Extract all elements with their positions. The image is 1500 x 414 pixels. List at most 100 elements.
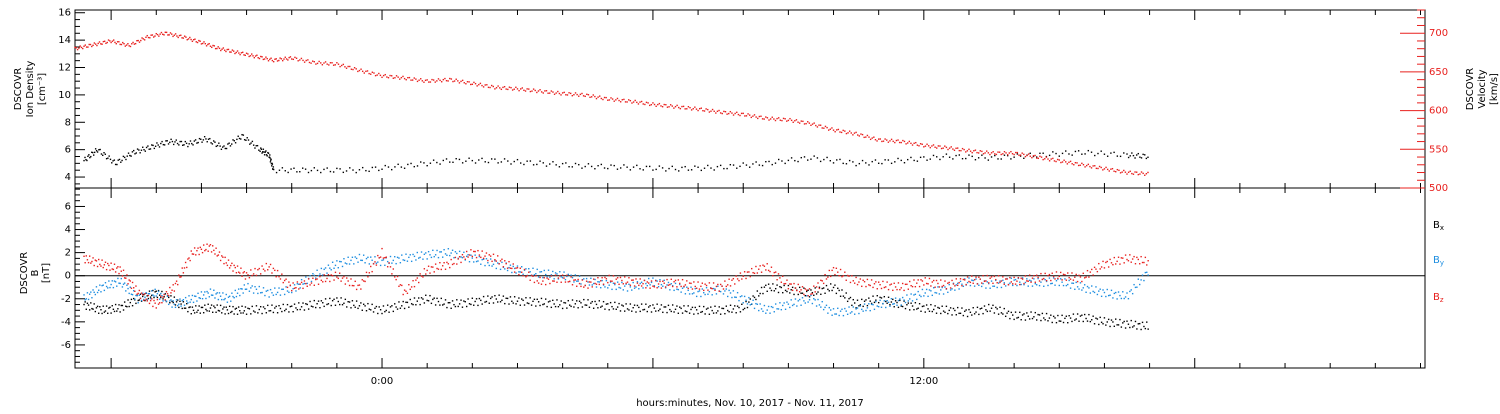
data-point <box>983 305 986 307</box>
data-point <box>703 289 705 292</box>
data-point <box>196 41 199 44</box>
data-point <box>171 33 173 35</box>
data-point <box>299 59 301 61</box>
data-point <box>465 250 468 253</box>
data-point <box>1139 156 1141 158</box>
data-point <box>670 278 672 280</box>
data-point <box>136 294 138 297</box>
data-point <box>896 288 898 291</box>
data-point <box>102 284 104 286</box>
data-point <box>124 45 127 47</box>
data-point <box>673 281 675 283</box>
data-point <box>1032 155 1035 157</box>
data-point <box>323 274 325 276</box>
data-point <box>868 284 870 286</box>
data-point <box>1042 158 1044 161</box>
data-point <box>242 272 244 274</box>
data-point <box>147 145 149 147</box>
data-point <box>134 290 136 293</box>
data-point <box>862 305 864 308</box>
data-point <box>872 286 874 289</box>
data-point <box>468 260 471 263</box>
data-point <box>229 145 232 147</box>
data-point <box>829 128 832 130</box>
data-point <box>395 75 398 77</box>
data-point <box>1144 256 1147 259</box>
data-point <box>293 303 296 305</box>
data-point <box>779 302 781 304</box>
data-point <box>440 268 442 271</box>
data-point <box>480 299 482 302</box>
data-point <box>234 52 236 55</box>
data-point <box>173 296 176 298</box>
data-point <box>98 41 101 43</box>
data-point <box>1000 153 1002 156</box>
data-point <box>129 45 132 48</box>
data-point <box>553 280 555 282</box>
data-point <box>909 280 911 283</box>
data-point <box>600 163 603 166</box>
data-point <box>198 253 200 256</box>
data-point <box>281 288 283 291</box>
data-point <box>729 292 732 294</box>
data-point <box>377 254 379 257</box>
data-point <box>852 298 854 301</box>
data-point <box>475 298 478 300</box>
data-point <box>765 284 767 287</box>
data-point <box>188 143 190 145</box>
data-point <box>933 287 935 289</box>
data-point <box>592 278 595 280</box>
data-point <box>463 256 465 258</box>
data-point <box>471 159 474 162</box>
data-point <box>262 148 265 150</box>
data-point <box>1031 317 1034 320</box>
data-point <box>361 309 363 311</box>
data-point <box>187 38 190 40</box>
data-point <box>322 302 324 304</box>
data-point <box>692 108 694 110</box>
data-point <box>326 277 328 280</box>
data-point <box>353 263 355 265</box>
data-point <box>1096 270 1099 273</box>
data-point <box>735 275 737 277</box>
data-point <box>621 304 623 306</box>
data-point <box>959 278 962 280</box>
data-point <box>379 309 382 311</box>
data-point <box>587 163 590 165</box>
data-point <box>589 96 591 99</box>
data-point <box>1014 311 1017 313</box>
data-point <box>659 308 661 310</box>
data-point <box>130 298 133 301</box>
data-point <box>360 68 362 70</box>
data-point <box>792 121 794 123</box>
data-point <box>500 161 503 163</box>
data-point <box>1004 285 1007 287</box>
data-point <box>1064 317 1066 320</box>
data-point <box>942 147 944 149</box>
data-point <box>528 271 530 273</box>
data-point <box>105 285 108 288</box>
data-point <box>1097 167 1099 170</box>
data-point <box>154 302 156 304</box>
data-point <box>223 298 225 301</box>
data-point <box>221 312 223 314</box>
data-point <box>250 313 252 315</box>
data-point <box>281 59 284 62</box>
data-point <box>468 81 470 83</box>
data-point <box>208 42 210 45</box>
data-point <box>925 304 928 306</box>
data-point <box>276 291 279 294</box>
data-point <box>220 148 223 151</box>
data-point <box>151 34 154 36</box>
data-point <box>807 121 809 123</box>
data-point <box>834 131 836 133</box>
data-point <box>794 120 796 122</box>
data-point <box>226 48 228 51</box>
data-point <box>896 304 898 306</box>
data-point <box>358 169 361 171</box>
data-point <box>84 156 86 159</box>
data-point <box>569 92 572 95</box>
data-point <box>405 301 407 304</box>
data-point <box>88 43 90 46</box>
